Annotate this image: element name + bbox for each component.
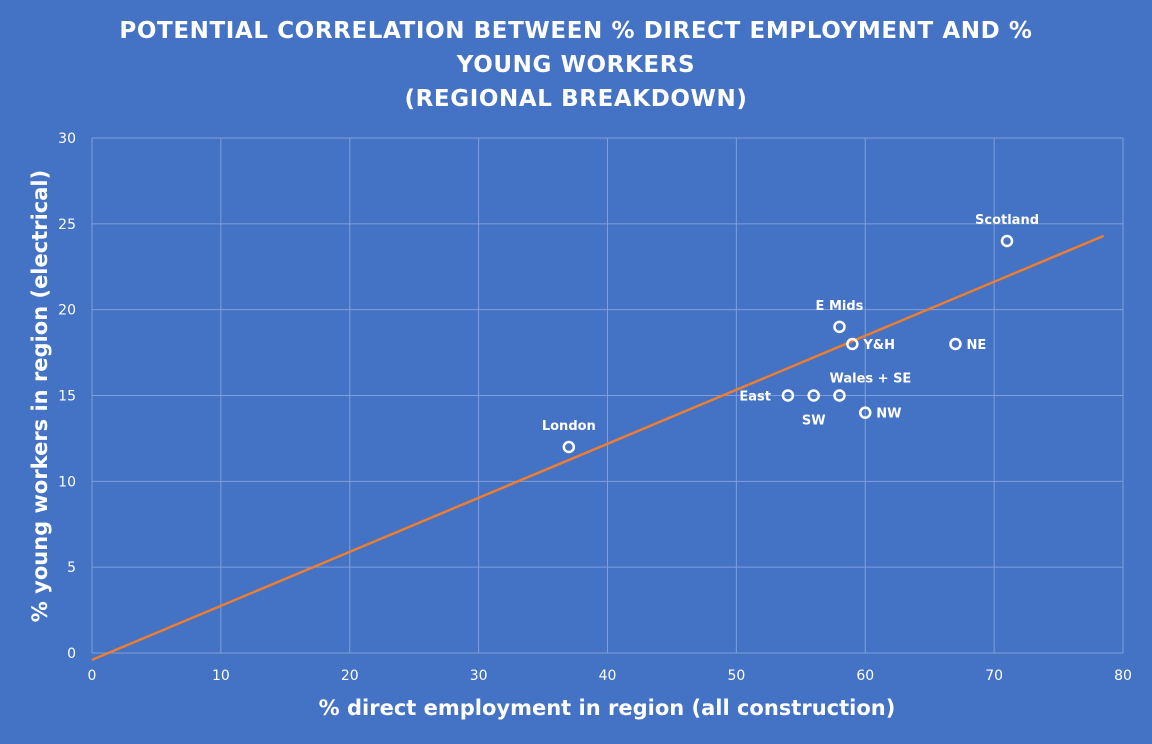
x-tick-label: 50 <box>727 668 745 684</box>
y-tick-label: 30 <box>58 131 76 147</box>
y-axis-title: % young workers in region (electrical) <box>28 170 52 622</box>
chart-title-line-2: YOUNG WORKERS <box>456 52 696 78</box>
x-tick-label: 0 <box>88 668 97 684</box>
chart-title-line-3: (REGIONAL BREAKDOWN) <box>404 86 748 112</box>
y-tick-label: 10 <box>58 474 76 490</box>
data-point-y-h <box>846 337 859 351</box>
data-label: East <box>739 390 771 405</box>
trendline <box>91 234 1105 662</box>
x-axis-title: % direct employment in region (all const… <box>319 696 896 720</box>
x-tick-label: 20 <box>341 668 359 684</box>
x-tick-label: 10 <box>212 668 230 684</box>
y-tick-label: 5 <box>67 560 76 576</box>
x-tick-label: 60 <box>856 668 874 684</box>
x-tick-label: 40 <box>599 668 617 684</box>
y-tick-label: 20 <box>58 303 76 319</box>
data-point-e-mids <box>833 320 846 334</box>
gridlines <box>91 137 1124 654</box>
tick-labels: 0 10 20 30 40 50 60 70 80 0 5 10 15 20 25 30 <box>58 131 1132 684</box>
data-label: Scotland <box>975 213 1039 228</box>
data-point-scotland <box>1000 234 1014 248</box>
data-label: SW <box>802 414 826 429</box>
data-points: London East SW Wales + SE E Mids Y&H NW NE Scotl… <box>542 213 1039 454</box>
data-point-wales-se <box>833 389 846 402</box>
data-point-sw <box>807 389 820 402</box>
x-tick-label: 80 <box>1114 668 1132 684</box>
data-point-east <box>781 389 795 402</box>
data-point-ne <box>949 337 962 351</box>
chart-title-line-1: POTENTIAL CORRELATION BETWEEN % DIRECT E… <box>119 18 1033 44</box>
x-tick-label: 70 <box>985 668 1003 684</box>
y-tick-label: 0 <box>67 646 76 662</box>
data-label: Wales + SE <box>829 372 911 387</box>
data-point-london <box>562 440 576 454</box>
data-label: NE <box>966 338 986 353</box>
data-label: NW <box>876 407 901 422</box>
data-label: Y&H <box>862 338 895 353</box>
chart-title: POTENTIAL CORRELATION BETWEEN % DIRECT E… <box>76 14 1076 116</box>
data-label: E Mids <box>816 299 864 314</box>
data-label: London <box>542 419 596 434</box>
trendline-group <box>91 234 1105 662</box>
x-tick-label: 30 <box>470 668 488 684</box>
y-tick-label: 25 <box>58 217 76 233</box>
data-point-nw <box>859 406 872 419</box>
y-tick-label: 15 <box>58 389 76 405</box>
